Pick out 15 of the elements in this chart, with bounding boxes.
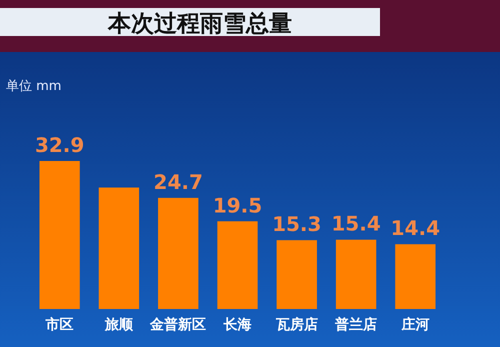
text: 单位 mm <box>6 79 62 94</box>
data-label: 24.7 <box>154 170 203 194</box>
data-label: 19.5 <box>212 193 262 218</box>
x-tick-label: 金普新区 <box>149 316 206 333</box>
x-tick-label: 市区 <box>44 316 74 333</box>
data-label: 32.9 <box>34 133 84 157</box>
x-tick-label: 长海 <box>222 317 252 333</box>
x-tick-label: 普兰店 <box>334 316 378 333</box>
x-tick-label: 旅顺 <box>104 317 134 333</box>
x-tick-label: 庄河 <box>400 316 430 333</box>
data-label: 15.3 <box>272 212 322 236</box>
chart-title: 本次过程雨雪总量 <box>107 11 292 37</box>
data-label: 14.4 <box>390 216 440 240</box>
data-label: 15.4 <box>331 212 381 236</box>
x-tick-label: 瓦房店 <box>274 316 318 333</box>
